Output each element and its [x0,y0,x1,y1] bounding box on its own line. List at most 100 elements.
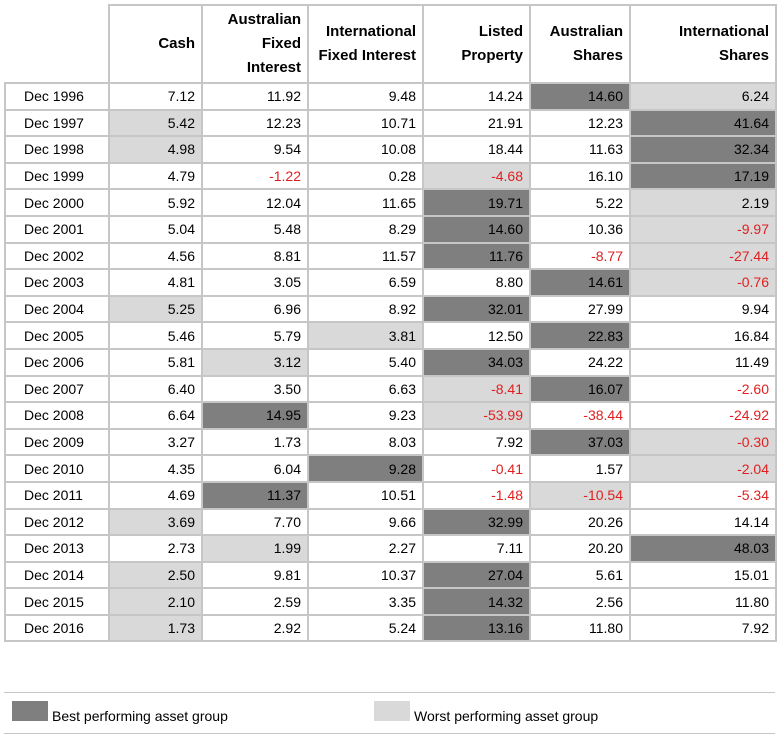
value-cell: 5.25 [108,294,203,324]
value-cell: 9.23 [307,401,424,430]
worst-legend-label: Worst performing asset group [414,708,599,724]
table-row: Dec 2010 4.35 6.04 9.28 -0.41 1.57 -2.04 [4,454,777,483]
table-row: Dec 1997 5.42 12.23 10.71 21.91 12.23 41.64 [4,108,777,138]
table-row: Dec 2016 1.73 2.92 5.24 13.16 11.80 7.92 [4,613,777,643]
value-cell: 6.40 [108,374,203,404]
value-cell: 41.64 [629,108,777,138]
value-cell: 10.51 [307,480,424,510]
value-cell: 48.03 [629,534,777,563]
worst-swatch [374,701,410,721]
value-cell: 27.04 [422,560,531,590]
header-row: Cash Australian Fixed Interest Internati… [5,4,777,84]
value-cell: 34.03 [422,347,531,377]
value-cell: 10.71 [307,108,424,138]
value-cell: 12.23 [201,108,309,138]
value-cell: 7.92 [629,613,777,643]
best-legend-label: Best performing asset group [52,708,228,724]
header-international-shares: International Shares [629,4,777,84]
value-cell: 11.80 [529,613,631,643]
value-cell: 9.28 [307,454,424,483]
value-cell: 1.99 [201,534,309,563]
row-year-label: Dec 2002 [4,241,110,271]
value-cell: 6.04 [201,454,309,483]
value-cell: 19.71 [422,188,531,217]
value-cell: -5.34 [629,480,777,510]
value-cell: 6.64 [108,401,203,430]
value-cell: -27.44 [629,241,777,271]
row-year-label: Dec 2012 [4,507,110,537]
value-cell: 2.73 [108,534,203,563]
row-year-label: Dec 2015 [4,587,110,616]
value-cell: 32.34 [629,135,777,164]
value-cell: 9.54 [201,135,309,164]
value-cell: 6.63 [307,374,424,404]
row-year-label: Dec 2004 [4,294,110,324]
value-cell: -2.04 [629,454,777,483]
table-body: Dec 1996 7.12 11.92 9.48 14.24 14.60 6.24 Dec 1… [4,82,777,643]
value-cell: -38.44 [529,401,631,430]
header-corner [5,5,110,84]
value-cell: 4.69 [108,480,203,510]
row-year-label: Dec 2001 [4,214,110,244]
value-cell: 3.12 [201,347,309,377]
row-year-label: Dec 1998 [4,135,110,164]
value-cell: 37.03 [529,427,631,457]
value-cell: -0.30 [629,427,777,457]
value-cell: 12.50 [422,321,531,350]
value-cell: 2.19 [629,188,777,217]
table-row: Dec 2015 2.10 2.59 3.35 14.32 2.56 11.80 [4,587,777,616]
value-cell: 1.73 [201,427,309,457]
value-cell: 11.92 [201,82,309,111]
value-cell: 5.48 [201,214,309,244]
value-cell: 32.99 [422,507,531,537]
value-cell: 11.49 [629,347,777,377]
value-cell: -0.76 [629,268,777,297]
row-year-label: Dec 2014 [4,560,110,590]
value-cell: 3.05 [201,268,309,297]
value-cell: 3.35 [307,587,424,616]
table-row: Dec 2007 6.40 3.50 6.63 -8.41 16.07 -2.60 [4,374,777,404]
value-cell: 9.48 [307,82,424,111]
row-year-label: Dec 2005 [4,321,110,350]
value-cell: 11.65 [307,188,424,217]
row-year-label: Dec 2013 [4,534,110,563]
value-cell: 4.56 [108,241,203,271]
row-year-label: Dec 2010 [4,454,110,483]
value-cell: 5.46 [108,321,203,350]
row-year-label: Dec 2007 [4,374,110,404]
legend: Best performing asset group Worst perfor… [4,692,775,734]
value-cell: 9.94 [629,294,777,324]
value-cell: 8.03 [307,427,424,457]
value-cell: 4.81 [108,268,203,297]
value-cell: 11.63 [529,135,631,164]
value-cell: 17.19 [629,161,777,191]
row-year-label: Dec 2006 [4,347,110,377]
table-row: Dec 2009 3.27 1.73 8.03 7.92 37.03 -0.30 [4,427,777,457]
value-cell: -8.77 [529,241,631,271]
value-cell: 5.81 [108,347,203,377]
value-cell: 5.92 [108,188,203,217]
value-cell: 5.40 [307,347,424,377]
value-cell: 9.81 [201,560,309,590]
row-year-label: Dec 2011 [4,480,110,510]
value-cell: 6.96 [201,294,309,324]
value-cell: 14.60 [422,214,531,244]
value-cell: 8.80 [422,268,531,297]
value-cell: 3.81 [307,321,424,350]
value-cell: 8.29 [307,214,424,244]
table-row: Dec 1996 7.12 11.92 9.48 14.24 14.60 6.24 [4,82,777,111]
value-cell: 14.14 [629,507,777,537]
row-year-label: Dec 2003 [4,268,110,297]
table-row: Dec 1998 4.98 9.54 10.08 18.44 11.63 32.34 [4,135,777,164]
value-cell: -53.99 [422,401,531,430]
value-cell: 9.66 [307,507,424,537]
value-cell: 5.22 [529,188,631,217]
row-year-label: Dec 2016 [4,613,110,643]
value-cell: 1.73 [108,613,203,643]
value-cell: 24.22 [529,347,631,377]
value-cell: 13.16 [422,613,531,643]
table-row: Dec 2006 5.81 3.12 5.40 34.03 24.22 11.49 [4,347,777,377]
value-cell: 16.10 [529,161,631,191]
table-row: Dec 2003 4.81 3.05 6.59 8.80 14.61 -0.76 [4,268,777,297]
